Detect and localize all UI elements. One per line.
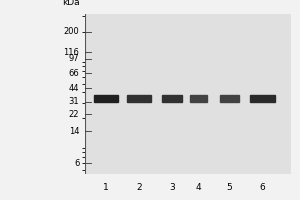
Text: 66: 66: [69, 69, 79, 78]
Text: 31: 31: [69, 97, 79, 106]
Text: kDa: kDa: [62, 0, 79, 7]
Text: 3: 3: [169, 183, 175, 192]
Text: 97: 97: [69, 54, 79, 63]
Text: 4: 4: [196, 183, 201, 192]
Bar: [250, 95, 274, 102]
Text: 44: 44: [69, 84, 79, 93]
Text: 116: 116: [64, 48, 79, 57]
Bar: [94, 95, 118, 102]
Text: 200: 200: [64, 27, 79, 36]
Text: 1: 1: [103, 183, 109, 192]
Bar: [161, 95, 182, 102]
Text: 14: 14: [69, 127, 79, 136]
Bar: [127, 95, 151, 102]
Text: 6: 6: [74, 159, 79, 168]
Text: 6: 6: [260, 183, 265, 192]
Text: 5: 5: [226, 183, 232, 192]
Text: 2: 2: [136, 183, 142, 192]
Text: 22: 22: [69, 110, 79, 119]
Bar: [220, 95, 238, 102]
Bar: [190, 95, 207, 102]
